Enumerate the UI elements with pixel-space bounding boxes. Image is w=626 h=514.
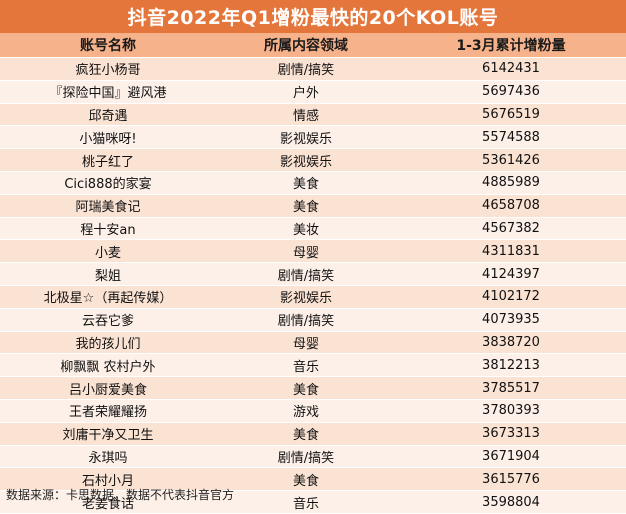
cell-account-name: 小麦: [0, 239, 216, 264]
table-row: 北极星☆（再起传媒） 影视娱乐 4102172: [0, 285, 626, 309]
cell-account-name: 永琪吗: [0, 445, 216, 469]
cell-content-category: 美食: [216, 376, 396, 400]
cell-content-category: 剧情/搞笑: [216, 57, 396, 81]
cell-account-name: 石村小月: [0, 467, 216, 492]
cell-follower-growth: 4567382: [396, 217, 626, 241]
cell-follower-growth: 4073935: [396, 308, 626, 332]
cell-account-name: 疯狂小杨哥: [0, 57, 216, 81]
table-row: 吕小厨爱美食 美食 3785517: [0, 376, 626, 400]
cell-account-name: 我的孩儿们: [0, 331, 216, 355]
cell-follower-growth: 3615776: [396, 467, 626, 492]
cell-content-category: 影视娱乐: [216, 125, 396, 150]
table-row: 我的孩儿们 母婴 3838720: [0, 331, 626, 355]
cell-account-name: 阿瑞美食记: [0, 194, 216, 218]
cell-follower-growth: 5697436: [396, 80, 626, 104]
cell-account-name: 梨姐: [0, 262, 216, 286]
cell-follower-growth: 5361426: [396, 148, 626, 172]
cell-follower-growth: 3838720: [396, 331, 626, 355]
table-row: 小猫咪呀! 影视娱乐 5574588: [0, 125, 626, 150]
table-header: 账号名称 所属内容领域 1-3月累计增粉量: [0, 33, 626, 58]
cell-account-name: 北极星☆（再起传媒）: [0, 285, 216, 309]
header-content-category: 所属内容领域: [216, 33, 396, 58]
table-row: 云吞它爹 剧情/搞笑 4073935: [0, 308, 626, 332]
cell-follower-growth: 3785517: [396, 376, 626, 400]
cell-follower-growth: 4311831: [396, 239, 626, 264]
cell-content-category: 美食: [216, 171, 396, 195]
cell-follower-growth: 4102172: [396, 285, 626, 309]
page-title: 抖音2022年Q1增粉最快的20个KOL账号: [0, 0, 626, 33]
cell-account-name: 云吞它爹: [0, 308, 216, 332]
cell-content-category: 剧情/搞笑: [216, 262, 396, 286]
cell-follower-growth: 3780393: [396, 399, 626, 423]
table-row: 王者荣耀耀扬 游戏 3780393: [0, 399, 626, 423]
cell-content-category: 美妆: [216, 217, 396, 241]
cell-follower-growth: 3673313: [396, 422, 626, 446]
cell-follower-growth: 4658708: [396, 194, 626, 218]
cell-follower-growth: 3671904: [396, 445, 626, 469]
cell-account-name: 小猫咪呀!: [0, 125, 216, 150]
cell-account-name: 刘庸干净又卫生: [0, 422, 216, 446]
cell-account-name: 王者荣耀耀扬: [0, 399, 216, 423]
table-row: 疯狂小杨哥 剧情/搞笑 6142431: [0, 57, 626, 81]
table-row: 梨姐 剧情/搞笑 4124397: [0, 262, 626, 286]
table-row: 阿瑞美食记 美食 4658708: [0, 194, 626, 218]
cell-follower-growth: 4124397: [396, 262, 626, 286]
table-row: 石村小月 美食 3615776: [0, 467, 626, 492]
cell-content-category: 音乐: [216, 353, 396, 378]
cell-content-category: 剧情/搞笑: [216, 445, 396, 469]
cell-content-category: 影视娱乐: [216, 285, 396, 309]
table-row: 『探险中国』避风港 户外 5697436: [0, 80, 626, 104]
table-row: 桃子红了 影视娱乐 5361426: [0, 148, 626, 172]
source-note: 数据来源：卡思数据，数据不代表抖音官方: [6, 488, 235, 502]
cell-follower-growth: 3812213: [396, 353, 626, 378]
cell-account-name: Cici888的家宴: [0, 171, 216, 195]
header-row: 账号名称 所属内容领域 1-3月累计增粉量: [0, 33, 626, 58]
cell-content-category: 音乐: [216, 490, 396, 514]
table-row: 程十安an 美妆 4567382: [0, 217, 626, 241]
cell-follower-growth: 4885989: [396, 171, 626, 195]
table-row: 刘庸干净又卫生 美食 3673313: [0, 422, 626, 446]
table-row: 邱奇遇 情感 5676519: [0, 103, 626, 127]
cell-account-name: 吕小厨爱美食: [0, 376, 216, 400]
cell-account-name: 程十安an: [0, 217, 216, 241]
cell-account-name: 桃子红了: [0, 148, 216, 172]
cell-content-category: 美食: [216, 194, 396, 218]
kol-table: 账号名称 所属内容领域 1-3月累计增粉量 疯狂小杨哥 剧情/搞笑 6142431 『…: [0, 33, 626, 514]
header-account-name: 账号名称: [0, 33, 216, 58]
cell-account-name: 邱奇遇: [0, 103, 216, 127]
table-row: 小麦 母婴 4311831: [0, 239, 626, 264]
cell-follower-growth: 5676519: [396, 103, 626, 127]
cell-account-name: 柳飘飘 农村户外: [0, 353, 216, 378]
cell-content-category: 游戏: [216, 399, 396, 423]
cell-content-category: 影视娱乐: [216, 148, 396, 172]
cell-content-category: 美食: [216, 422, 396, 446]
cell-content-category: 母婴: [216, 331, 396, 355]
table-body: 疯狂小杨哥 剧情/搞笑 6142431 『探险中国』避风港 户外 5697436 邱奇遇 情感…: [0, 57, 626, 514]
table-row: Cici888的家宴 美食 4885989: [0, 171, 626, 195]
cell-content-category: 情感: [216, 103, 396, 127]
table-row: 柳飘飘 农村户外 音乐 3812213: [0, 353, 626, 378]
cell-follower-growth: 3598804: [396, 490, 626, 514]
cell-content-category: 剧情/搞笑: [216, 308, 396, 332]
cell-account-name: 『探险中国』避风港: [0, 80, 216, 104]
cell-follower-growth: 5574588: [396, 125, 626, 150]
cell-content-category: 户外: [216, 80, 396, 104]
cell-follower-growth: 6142431: [396, 57, 626, 81]
header-follower-growth: 1-3月累计增粉量: [396, 33, 626, 58]
cell-content-category: 母婴: [216, 239, 396, 264]
cell-content-category: 美食: [216, 467, 396, 492]
table-row: 永琪吗 剧情/搞笑 3671904: [0, 445, 626, 469]
